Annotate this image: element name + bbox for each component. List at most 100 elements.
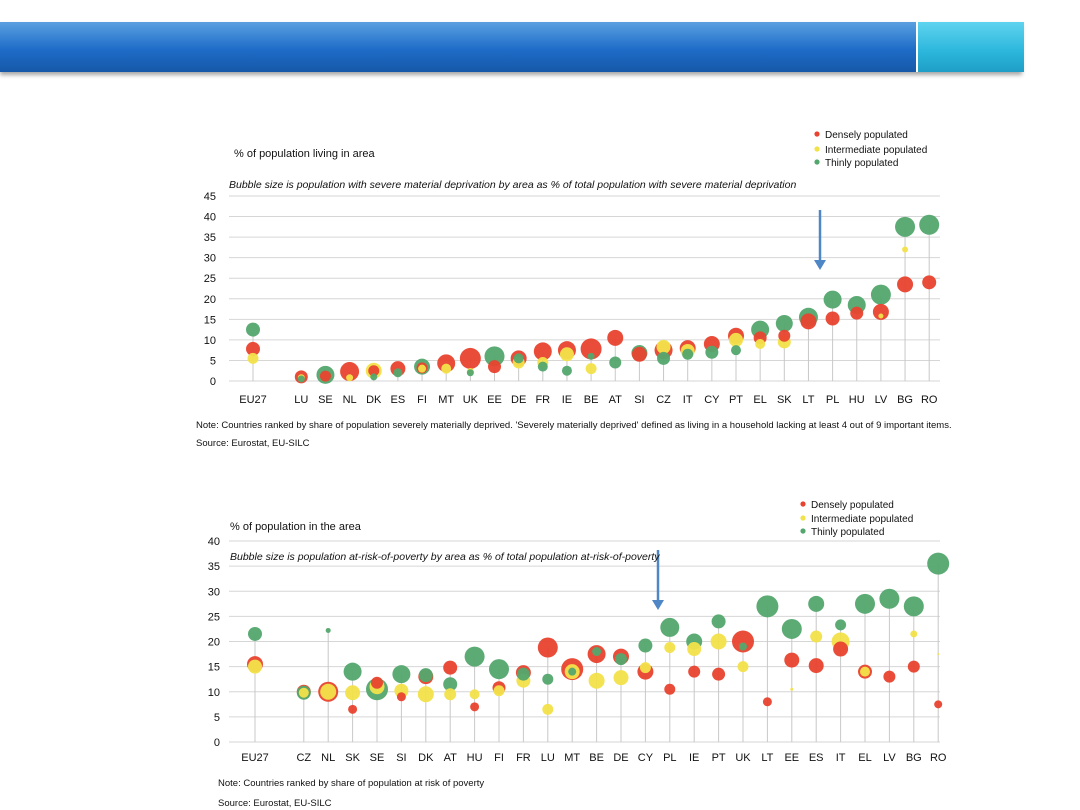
chart2-source: Source: Eurostat, EU-SILC bbox=[218, 798, 332, 809]
chart2-bubble-dense-bg bbox=[907, 660, 920, 673]
chart2-legend-dense-label: Densely populated bbox=[811, 500, 894, 511]
chart2-bubble-dense-es bbox=[808, 658, 824, 674]
chart2-x-label-el: EL bbox=[858, 752, 871, 764]
chart2-bubble-intermediate-eu27 bbox=[248, 659, 262, 674]
chart1-bubble-dense-ee bbox=[488, 360, 501, 374]
chart1-x-categories: EU27 LU SE NL DK ES FI MT UK EE DE FR IE BE AT SI CZ IT CY… bbox=[239, 394, 938, 406]
chart2-x-label-mt: MT bbox=[564, 752, 580, 764]
chart1-x-label-dk: DK bbox=[366, 394, 382, 406]
chart2-bubble-dense-at bbox=[443, 660, 458, 675]
chart2-bubble-thin-si bbox=[392, 665, 411, 684]
chart2-bubble-intermediate-lu bbox=[542, 703, 554, 715]
chart1-x-label-uk: UK bbox=[463, 394, 479, 406]
chart1-y-ticks: 0 5 10 15 20 25 30 35 40 45 bbox=[204, 191, 216, 388]
chart1-bubble-dense-uk bbox=[459, 347, 481, 369]
chart2-bubble-thin-de bbox=[615, 653, 627, 666]
chart2-x-label-pl: PL bbox=[663, 752, 676, 764]
chart1-bubble-dense-nl bbox=[340, 362, 360, 382]
chart1-y-tick-30: 30 bbox=[204, 253, 216, 265]
chart2-bubble-thin-dk bbox=[418, 668, 433, 683]
chart2-bubble-dense-lt bbox=[762, 697, 772, 707]
chart2-x-label-ie: IE bbox=[689, 752, 699, 764]
chart1-x-label-ie: IE bbox=[562, 394, 572, 406]
title-banner-accent bbox=[916, 22, 1024, 72]
chart2-bubble-dense-lu bbox=[537, 637, 558, 658]
chart2-bubble-thin-ro bbox=[927, 552, 950, 575]
chart2-legend-thin-marker bbox=[800, 528, 806, 534]
chart2-bubble-thin-be bbox=[592, 647, 602, 657]
chart1-x-label-si: SI bbox=[634, 394, 644, 406]
chart2-bubble-thin-eu27 bbox=[248, 626, 262, 641]
chart2-y-axis-label: % of population in the area bbox=[230, 521, 362, 533]
chart2-legend-thin-label: Thinly populated bbox=[811, 527, 884, 538]
chart2-bubble-dense-pl bbox=[664, 683, 676, 695]
chart2-bubbles bbox=[247, 552, 950, 715]
chart1-x-label-at: AT bbox=[609, 394, 623, 406]
chart1-x-label-pt: PT bbox=[729, 394, 743, 406]
chart2-y-tick-10: 10 bbox=[208, 687, 220, 699]
chart1-legend-thin-marker bbox=[814, 159, 820, 165]
chart1-bubble-thin-ie bbox=[561, 365, 572, 376]
chart2-bubble-dense-it bbox=[833, 641, 849, 657]
chart2-bubble-thin-lt bbox=[756, 595, 779, 618]
chart2-bubble-thin-pt bbox=[711, 614, 726, 629]
chart1-bubble-intermediate-ie bbox=[559, 347, 574, 362]
chart2-bubble-thin-ee bbox=[781, 618, 802, 639]
chart1-y-tick-15: 15 bbox=[204, 314, 216, 326]
chart2-bubble-intermediate-cz bbox=[298, 687, 309, 698]
chart2-bubble-thin-nl bbox=[325, 627, 331, 633]
chart1-bubble-dense-se bbox=[319, 370, 331, 382]
chart2-bubble-thin-cy bbox=[638, 638, 653, 653]
chart1-bubble-thin-pt bbox=[731, 345, 741, 356]
chart2-x-label-lv: LV bbox=[883, 752, 896, 764]
chart1-x-label-lu: LU bbox=[294, 394, 308, 406]
chart1-x-label-de: DE bbox=[511, 394, 526, 406]
chart1-bubble-dense-si bbox=[631, 346, 647, 362]
chart2-bubble-thin-el bbox=[855, 593, 875, 614]
chart1-bubble-thin-eu27 bbox=[246, 322, 260, 337]
chart2-bubble-thin-at bbox=[443, 677, 458, 692]
chart1-bubble-dense-fr bbox=[533, 342, 552, 361]
chart1-bubble-intermediate-eu27 bbox=[247, 352, 259, 364]
chart1-note: Note: Countries ranked by share of popul… bbox=[196, 420, 952, 431]
chart2-bubble-thin-it bbox=[835, 619, 847, 631]
chart2-x-label-lu: LU bbox=[541, 752, 555, 764]
chart2-bubble-thin-sk bbox=[343, 662, 362, 681]
chart1-bubble-thin-dk bbox=[370, 373, 378, 381]
chart1-y-axis-label: % of population living in area bbox=[234, 148, 376, 160]
chart1-y-tick-25: 25 bbox=[204, 273, 216, 285]
chart2-x-label-cz: CZ bbox=[296, 752, 311, 764]
chart2-bubble-intermediate-uk bbox=[737, 661, 749, 673]
chart2-x-label-cy: CY bbox=[638, 752, 654, 764]
chart2-x-label-it: IT bbox=[836, 752, 846, 764]
chart2-bubble-intermediate-fi bbox=[493, 685, 505, 697]
chart2-x-label-si: SI bbox=[396, 752, 406, 764]
chart2-x-label-ro: RO bbox=[930, 752, 947, 764]
chart2-bubble-intermediate-es bbox=[810, 630, 823, 643]
chart2-bubble-dense-se bbox=[371, 676, 383, 689]
chart1-bubble-thin-it bbox=[682, 348, 694, 360]
chart1-x-label-ee: EE bbox=[487, 394, 502, 406]
chart2-bubble-intermediate-ie bbox=[687, 642, 702, 657]
chart2-x-label-eu27: EU27 bbox=[241, 752, 269, 764]
chart2-y-tick-35: 35 bbox=[208, 561, 220, 573]
chart2-bubble-intermediate-pl bbox=[664, 642, 676, 654]
chart1-x-label-se: SE bbox=[318, 394, 333, 406]
chart-at-risk-of-poverty: 0 5 10 15 20 25 30 35 40 EU27 CZ NL SK SE SI DK AT HU FI F… bbox=[208, 500, 950, 809]
chart1-x-label-fr: FR bbox=[535, 394, 550, 406]
chart1-bubble-thin-sk bbox=[775, 314, 793, 332]
chart2-bubble-thin-lv bbox=[879, 588, 900, 609]
chart1-x-label-sk: SK bbox=[777, 394, 792, 406]
chart1-bubble-intermediate-nl bbox=[346, 374, 354, 382]
chart1-bubbles bbox=[246, 214, 940, 384]
chart2-bubble-intermediate-be bbox=[588, 672, 605, 689]
chart2-bubble-intermediate-dk bbox=[417, 686, 434, 703]
chart1-legend: Densely populated Intermediate populated… bbox=[814, 130, 927, 169]
chart1-x-label-es: ES bbox=[391, 394, 406, 406]
chart1-x-label-cy: CY bbox=[704, 394, 720, 406]
chart1-bubble-thin-cz bbox=[657, 351, 671, 365]
chart2-x-label-ee: EE bbox=[784, 752, 799, 764]
chart1-y-tick-45: 45 bbox=[204, 191, 216, 203]
chart2-bubble-dense-lv bbox=[883, 670, 896, 683]
